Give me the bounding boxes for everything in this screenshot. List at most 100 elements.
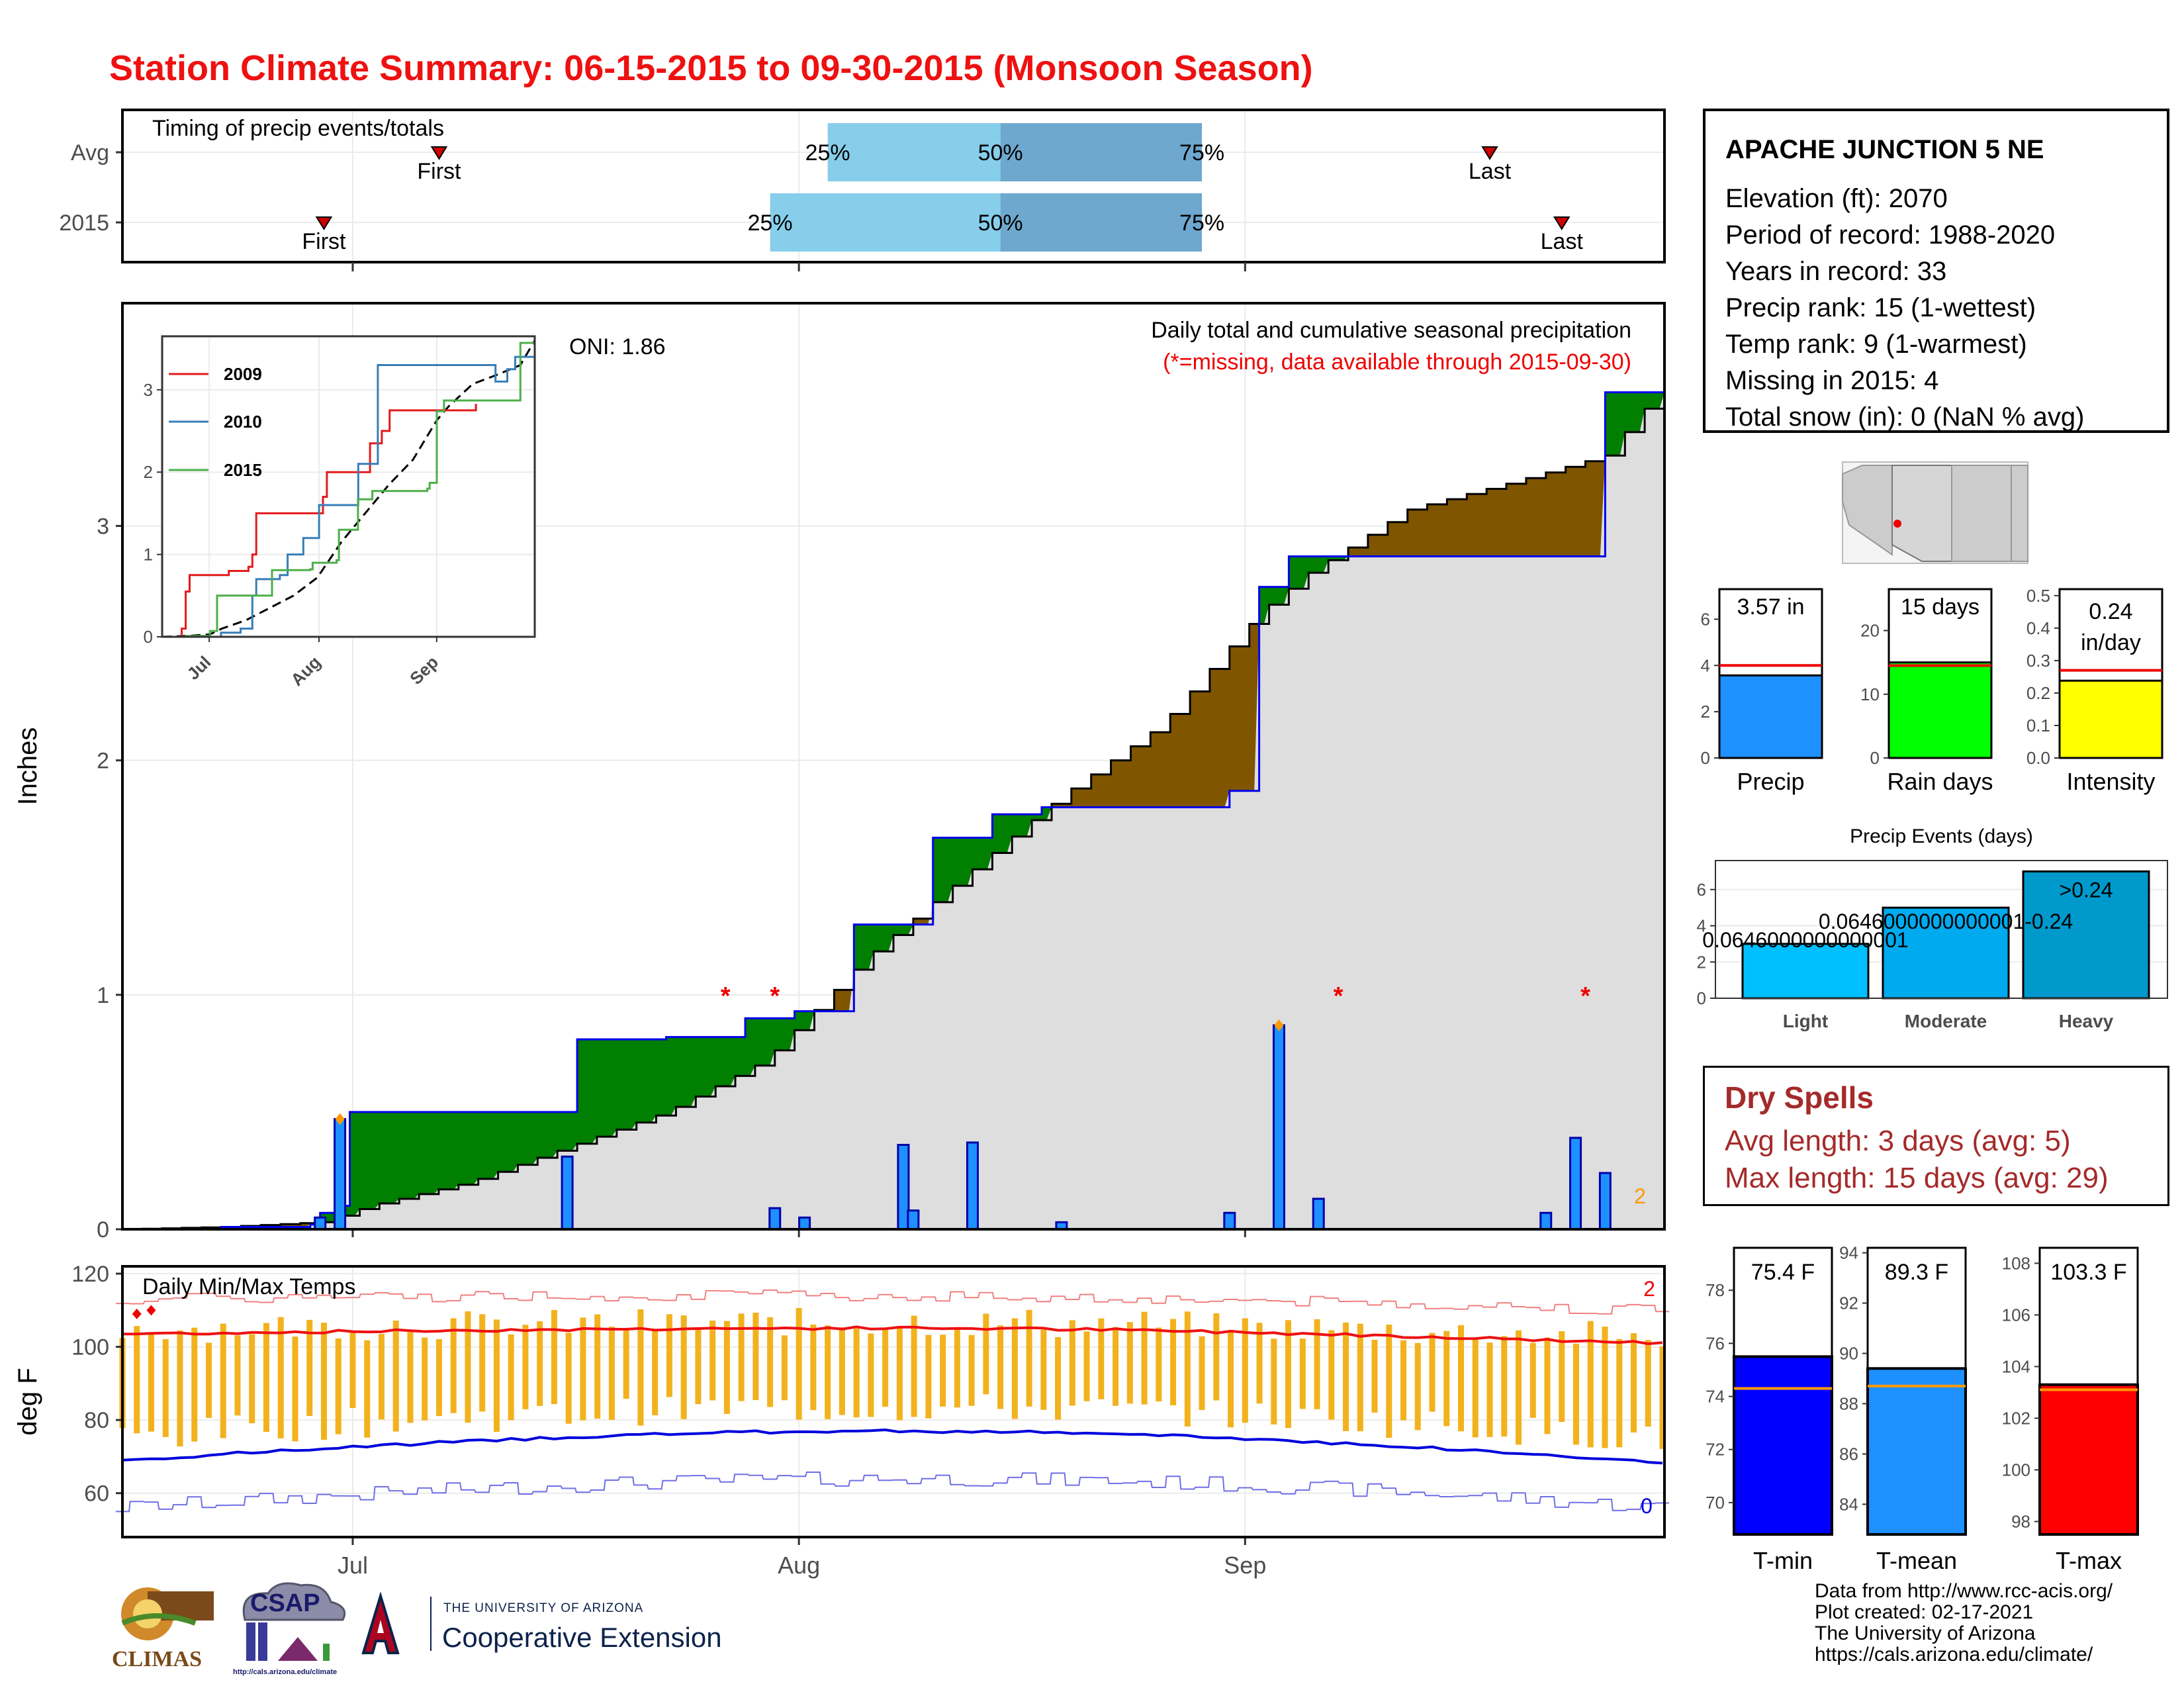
precip-event-category: Moderate — [1905, 1011, 1987, 1031]
timing-row-label: Avg — [71, 140, 109, 165]
daily-temp-range-bar — [1040, 1329, 1047, 1410]
daily-temp-range-bar — [450, 1318, 457, 1413]
daily-temp-range-bar — [1242, 1318, 1248, 1423]
precip-ytick-label: 2 — [97, 749, 109, 774]
summary-bar-value-label: 15 days — [1901, 594, 1979, 620]
daily-temp-range-bar — [738, 1313, 745, 1401]
timing-box-upper — [1000, 193, 1203, 252]
new-mexico-shape — [1951, 465, 2012, 562]
daily-temp-range-bar — [551, 1309, 557, 1405]
precip-events-tick-label: 6 — [1697, 880, 1706, 900]
inset-ytick-label: 1 — [144, 545, 153, 565]
inset-legend-label: 2009 — [224, 364, 262, 384]
daily-temp-range-bar — [1271, 1338, 1277, 1425]
daily-temp-range-bar — [997, 1325, 1004, 1409]
daily-temp-range-bar — [1386, 1324, 1392, 1438]
daily-temp-range-bar — [1126, 1322, 1133, 1404]
timing-q75-label: 75% — [1179, 140, 1224, 165]
daily-temp-range-bar — [422, 1337, 428, 1421]
daily-temp-range-bar — [796, 1308, 802, 1420]
daily-temp-range-bar — [853, 1328, 860, 1418]
summary-bar-value-label: 0.24 — [2089, 599, 2132, 624]
temp-xtick-label: Jul — [338, 1552, 368, 1579]
daily-temp-range-bar — [407, 1332, 414, 1423]
daily-temp-range-bar — [1343, 1322, 1349, 1431]
summary-bar-label: Intensity — [2066, 768, 2155, 795]
dry-spells-avg: Avg length: 3 days (avg: 5) — [1725, 1125, 2071, 1157]
daily-precip-bar — [1539, 1211, 1553, 1231]
timing-row-label: 2015 — [59, 211, 109, 236]
record-precip-marker — [1274, 1019, 1284, 1031]
daily-precip-bar — [561, 1155, 574, 1231]
ua-logo-big-text: Cooperative Extension — [442, 1622, 722, 1653]
daily-temp-range-bar — [637, 1309, 644, 1426]
last-event-label: Last — [1541, 229, 1584, 254]
avg-high-line — [122, 1325, 1663, 1346]
daily-temp-range-bar — [1055, 1336, 1062, 1420]
dry-spells-title: Dry Spells — [1725, 1080, 1874, 1115]
daily-temp-range-bar — [292, 1336, 298, 1442]
temp-bar-tick-label: 74 — [1706, 1387, 1725, 1407]
csap-logo-url: http://cals.arizona.edu/climate — [233, 1668, 338, 1676]
footer-line-data: Data from http://www.rcc-acis.org/ — [1815, 1580, 2113, 1602]
timing-q50-label: 50% — [978, 140, 1023, 165]
footer-line-created: Plot created: 02-17-2021 — [1815, 1601, 2034, 1623]
temp-bar-value-label: 89.3 F — [1885, 1260, 1948, 1285]
precip-ytick-label: 1 — [97, 983, 109, 1008]
daily-temp-range-bar — [306, 1319, 313, 1417]
daily-temp-range-bar — [968, 1335, 975, 1406]
missing-data-marker: * — [721, 982, 731, 1010]
daily-temp-range-bar — [839, 1327, 845, 1415]
daily-temp-range-bar — [1472, 1338, 1479, 1438]
daily-precip-bar — [1598, 1172, 1612, 1231]
daily-temp-range-bar — [508, 1334, 514, 1421]
daily-temp-range-bar — [810, 1325, 817, 1411]
daily-temp-range-bar — [825, 1325, 831, 1419]
daily-temp-range-bar — [1458, 1325, 1465, 1432]
daily-precip-bar — [966, 1141, 979, 1231]
daily-temp-range-bar — [1400, 1340, 1407, 1421]
missing-data-marker: * — [1334, 982, 1343, 1010]
daily-temp-range-bar — [1429, 1333, 1435, 1412]
daily-precip-bar — [907, 1209, 920, 1231]
daily-temp-range-bar — [522, 1325, 529, 1409]
daily-temp-range-bar — [911, 1315, 917, 1417]
missing-data-marker: * — [770, 982, 780, 1010]
record-count-label: 2 — [1634, 1184, 1646, 1208]
inset-avg-line — [161, 340, 536, 638]
station-elevation: Elevation (ft): 2070 — [1725, 184, 1948, 213]
station-years: Years in record: 33 — [1725, 257, 1947, 286]
daily-temp-range-bar — [709, 1320, 716, 1401]
daily-temp-range-bar — [1486, 1342, 1493, 1437]
daily-temp-range-bar — [191, 1327, 198, 1442]
daily-temp-range-bar — [1314, 1319, 1320, 1409]
daily-temp-range-bar — [896, 1326, 903, 1421]
arizona-shape — [1891, 465, 1952, 562]
daily-temp-range-bar — [1299, 1338, 1306, 1409]
avg-cumulative-line — [122, 385, 1666, 1231]
record-high-count: 2 — [1643, 1277, 1655, 1301]
temp-bar-tick-label: 70 — [1706, 1493, 1725, 1513]
daily-temp-range-bar — [162, 1339, 169, 1437]
temp-bar-value-label: 103.3 F — [2050, 1260, 2126, 1285]
temp-bar-tick-label: 98 — [2011, 1511, 2030, 1531]
inset-series-line — [162, 342, 535, 638]
precip-event-bar — [1882, 906, 2010, 1000]
daily-precip-bar — [334, 1118, 347, 1231]
csap-logo: CSAP http://cals.arizona.edu/climate — [232, 1579, 351, 1681]
timing-box-lower — [827, 123, 1001, 181]
temp-bar-label: T-min — [1753, 1547, 1813, 1574]
temp-bar-value-label: 75.4 F — [1751, 1260, 1815, 1285]
summary-bar-tick-label: 0.0 — [2026, 748, 2050, 768]
daily-temp-range-bar — [435, 1338, 442, 1417]
daily-temp-range-bar — [1098, 1318, 1105, 1399]
daily-precip-bar — [1569, 1137, 1582, 1231]
temp-bar-tick-label: 88 — [1839, 1393, 1858, 1413]
daily-temp-range-bar — [1026, 1309, 1032, 1407]
daily-temp-range-bar — [148, 1332, 154, 1432]
record-precip-marker — [335, 1113, 345, 1125]
dry-spells-max: Max length: 15 days (avg: 29) — [1725, 1162, 2109, 1194]
climas-logo-graphic — [121, 1587, 214, 1640]
summary-bar-tick-label: 0.4 — [2026, 618, 2050, 638]
precip-event-label-light: 0.0646000000000001 — [1702, 928, 1908, 952]
